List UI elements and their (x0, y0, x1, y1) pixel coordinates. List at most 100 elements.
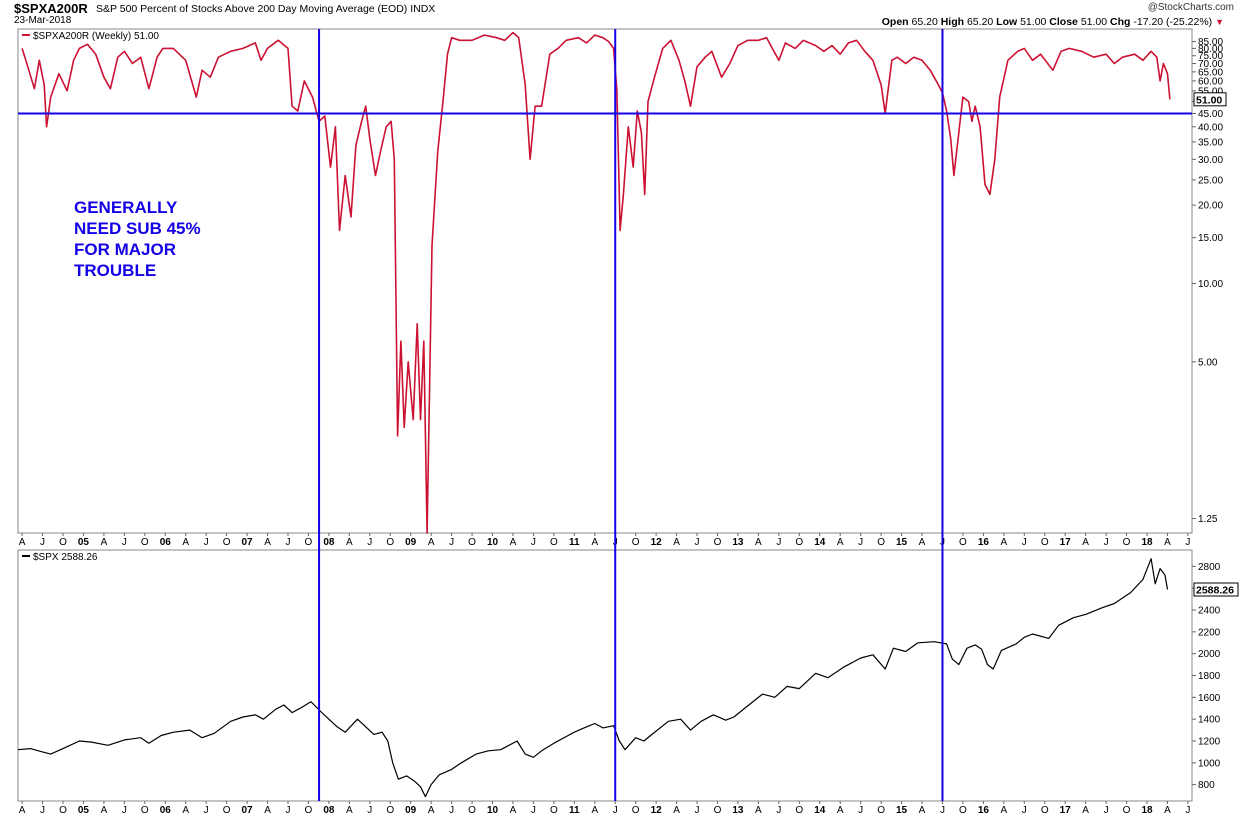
exchange-text: INDX (410, 3, 436, 15)
x-tick-label: A (428, 537, 435, 548)
open-label: Open (881, 16, 909, 28)
x-tick-label: A (591, 537, 598, 548)
annotation-line: TROUBLE (74, 261, 157, 280)
chg-value: -17.20 (-25.22%) (1133, 16, 1213, 28)
price-panel-frame (17, 549, 1193, 802)
y-tick-label: 1600 (1198, 693, 1221, 704)
open-value: 65.20 (911, 16, 938, 28)
x-tick-label: O (59, 805, 67, 816)
last-value-label: 51.00 (1196, 94, 1222, 106)
x-tick-label: 11 (569, 805, 580, 816)
x-tick-label: J (40, 537, 45, 548)
x-tick-label: O (795, 805, 803, 816)
y-tick-label: 60.00 (1198, 76, 1223, 87)
x-tick-label: J (531, 805, 536, 816)
x-tick-label: 12 (651, 805, 663, 816)
x-tick-label: J (613, 805, 618, 816)
last-value-box (1193, 582, 1239, 597)
y-tick-label: 85.00 (1198, 37, 1223, 48)
x-tick-label: A (182, 805, 189, 816)
x-tick-label: J (449, 805, 454, 816)
chart-symbol: $SPXA200R (14, 1, 88, 16)
x-tick-label: A (101, 805, 108, 816)
description-text: S&P 500 Percent of Stocks Above 200 Day … (96, 3, 408, 15)
x-tick-label: A (755, 805, 762, 816)
y-tick-label: 1.25 (1198, 514, 1218, 525)
x-tick-label: 17 (1060, 805, 1072, 816)
x-tick-label: J (1185, 537, 1190, 548)
y-tick-label: 20.00 (1198, 201, 1223, 212)
y-tick-label: 2000 (1198, 649, 1221, 660)
x-tick-label: 16 (978, 805, 990, 816)
x-tick-label: 08 (323, 805, 335, 816)
quote-bar: Open 65.20 High 65.20 Low 51.00 Close 51… (882, 16, 1224, 28)
x-tick-label: A (346, 537, 353, 548)
x-tick-label: J (40, 805, 45, 816)
x-tick-label: J (122, 537, 127, 548)
last-value-box (1193, 92, 1227, 107)
x-tick-label: J (858, 537, 863, 548)
y-tick-label: 25.00 (1198, 175, 1223, 186)
x-tick-label: A (1000, 805, 1007, 816)
last-value-label: 2588.26 (1196, 585, 1234, 597)
x-tick-label: A (346, 805, 353, 816)
y-tick-label: 65.00 (1198, 67, 1223, 78)
x-tick-label: 09 (405, 805, 417, 816)
credit-text[interactable]: @StockCharts.com (1147, 2, 1234, 13)
x-tick-label: O (550, 805, 558, 816)
x-tick-label: 05 (78, 537, 90, 548)
x-tick-label: 16 (978, 537, 990, 548)
y-tick-label: 30.00 (1198, 155, 1223, 166)
chg-label: Chg (1110, 16, 1131, 28)
x-tick-label: O (223, 805, 231, 816)
x-tick-label: A (1000, 537, 1007, 548)
x-tick-label: 05 (78, 805, 90, 816)
x-tick-label: 09 (405, 537, 417, 548)
x-tick-label: A (755, 537, 762, 548)
chart-date: 23-Mar-2018 (14, 15, 72, 26)
x-tick-label: O (141, 537, 149, 548)
x-tick-label: J (285, 537, 290, 548)
x-tick-label: J (1022, 537, 1027, 548)
x-tick-label: A (264, 537, 271, 548)
x-tick-label: A (837, 537, 844, 548)
x-tick-label: 18 (1141, 805, 1153, 816)
x-tick-label: 13 (732, 805, 744, 816)
x-tick-label: O (386, 537, 394, 548)
y-tick-label: 5.00 (1198, 357, 1218, 368)
x-tick-label: A (101, 537, 108, 548)
x-tick-label: O (959, 805, 967, 816)
y-tick-label: 2800 (1198, 562, 1221, 573)
x-tick-label: J (858, 805, 863, 816)
x-tick-label: 15 (896, 805, 908, 816)
x-tick-label: 06 (160, 537, 172, 548)
down-triangle-icon: ▼ (1215, 17, 1224, 27)
x-tick-label: A (673, 537, 680, 548)
annotation-line: FOR MAJOR (74, 240, 176, 259)
x-tick-label: 10 (487, 805, 499, 816)
x-tick-label: J (204, 537, 209, 548)
y-tick-label: 1800 (1198, 671, 1221, 682)
x-tick-label: O (959, 537, 967, 548)
y-tick-label: 35.00 (1198, 137, 1223, 148)
x-tick-label: J (776, 537, 781, 548)
x-tick-label: O (877, 805, 885, 816)
x-tick-label: O (632, 537, 640, 548)
x-tick-label: A (919, 805, 926, 816)
x-tick-label: A (19, 805, 26, 816)
legend-label: $SPXA200R (Weekly) 51.00 (33, 31, 159, 42)
x-tick-label: O (1041, 805, 1049, 816)
x-tick-label: J (940, 805, 945, 816)
x-tick-label: 11 (569, 537, 580, 548)
y-tick-label: 70.00 (1198, 59, 1223, 70)
x-tick-label: O (305, 805, 313, 816)
low-value: 51.00 (1020, 16, 1047, 28)
x-tick-label: A (510, 805, 517, 816)
x-tick-label: J (367, 805, 372, 816)
x-tick-label: A (919, 537, 926, 548)
x-tick-label: 12 (651, 537, 663, 548)
x-tick-label: O (714, 805, 722, 816)
x-tick-label: O (632, 805, 640, 816)
